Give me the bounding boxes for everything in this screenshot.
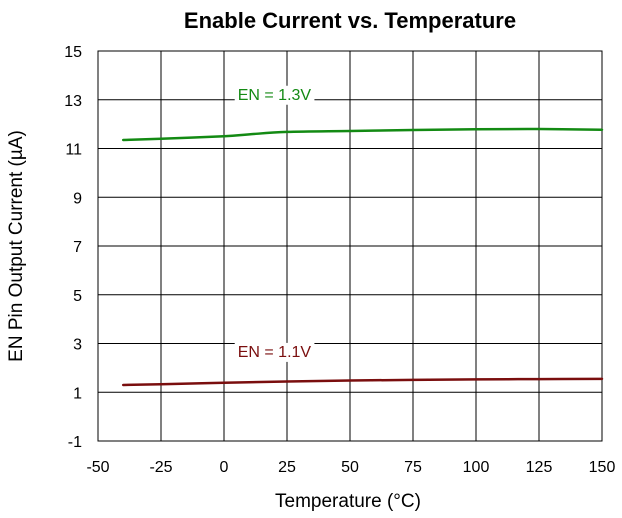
chart-title: Enable Current vs. Temperature	[184, 8, 516, 33]
series-label-0: EN = 1.3V	[238, 87, 312, 104]
y-tick-label: 3	[73, 337, 82, 354]
x-tick-label: -25	[149, 459, 172, 476]
series-label-1: EN = 1.1V	[238, 344, 312, 361]
grid-lines	[97, 50, 603, 442]
x-tick-label: 75	[404, 459, 422, 476]
x-tick-label: 100	[463, 459, 490, 476]
x-tick-label: 25	[278, 459, 296, 476]
y-tick-label: 7	[73, 239, 82, 256]
x-tick-label: 125	[526, 459, 553, 476]
y-tick-label: 13	[64, 93, 82, 110]
x-tick-label: 150	[589, 459, 616, 476]
y-tick-label: 15	[64, 44, 82, 61]
y-tick-label: 11	[65, 142, 82, 159]
x-tick-label: 50	[341, 459, 359, 476]
x-tick-label: 0	[220, 459, 229, 476]
series-label-background	[234, 342, 315, 362]
y-tick-label: 5	[73, 288, 82, 305]
y-tick-label: -1	[68, 434, 82, 451]
y-axis-label: EN Pin Output Current (µA)	[6, 130, 27, 362]
series-line-1	[121, 377, 604, 387]
plot-frame	[97, 50, 603, 442]
x-axis-label: Temperature (°C)	[275, 491, 421, 512]
x-tick-label: -50	[86, 459, 109, 476]
series-lines: EN = 1.3V EN = 1.1V	[121, 85, 604, 387]
y-tick-label: 9	[73, 190, 82, 207]
series-line-0	[121, 127, 604, 142]
series-label-background	[234, 85, 315, 105]
y-tick-label: 1	[73, 385, 82, 402]
